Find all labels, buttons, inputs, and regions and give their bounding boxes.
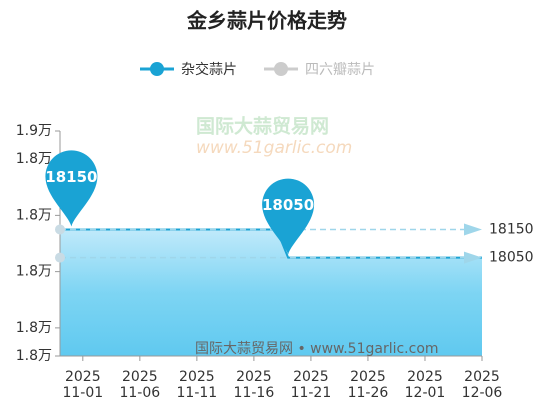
y-tick-label: 1.8万 <box>16 320 52 336</box>
watermark-footer: 国际大蒜贸易网 • www.51garlic.com <box>195 341 439 357</box>
watermark-name: 国际大蒜贸易网 <box>196 115 329 138</box>
chart-title: 金乡蒜片价格走势 <box>186 9 347 33</box>
mark-line-arrow <box>464 251 482 264</box>
y-tick-label: 1.9万 <box>16 123 52 139</box>
legend-label: 杂交蒜片 <box>181 61 237 78</box>
y-tick-label: 1.8万 <box>16 207 52 223</box>
x-tick-label: 2025 11-01 <box>62 369 104 401</box>
x-tick-label: 2025 11-16 <box>233 369 275 401</box>
x-tick-label: 2025 11-11 <box>176 369 218 401</box>
mark-point <box>45 150 98 227</box>
y-tick-label: 1.8万 <box>16 264 52 280</box>
x-tick-label: 2025 12-01 <box>404 369 446 401</box>
y-tick-label: 1.8万 <box>16 348 52 364</box>
x-tick-label: 2025 11-06 <box>119 369 161 401</box>
mark-line-start <box>55 252 65 263</box>
mark-line-start <box>55 224 65 235</box>
legend-marker <box>150 62 164 76</box>
mark-point-label: 18150 <box>45 168 97 186</box>
mark-line-label: 18050 <box>489 250 534 266</box>
mark-line-arrow <box>464 223 482 236</box>
x-tick-label: 2025 12-06 <box>461 369 503 401</box>
mark-line-label: 18150 <box>489 221 534 237</box>
mark-point-label: 18050 <box>262 196 314 214</box>
x-tick-label: 2025 11-26 <box>347 369 389 401</box>
legend-label: 四六瓣蒜片 <box>305 62 375 78</box>
legend-marker <box>274 62 288 76</box>
x-tick-label: 2025 11-21 <box>290 369 332 401</box>
watermark-url: www.51garlic.com <box>196 138 352 158</box>
y-tick-label: 1.8万 <box>16 151 52 167</box>
area <box>60 229 482 356</box>
mark-point <box>262 178 315 255</box>
